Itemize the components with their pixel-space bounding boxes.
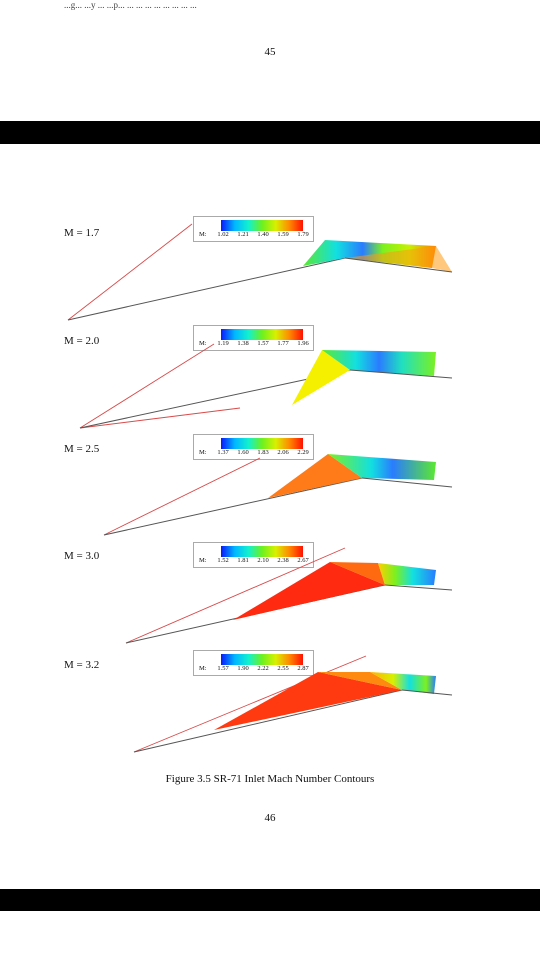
legend-1: M: 1.02 1.21 1.40 1.59 1.79 <box>193 216 314 242</box>
mach-label-5: M = 3.2 <box>64 659 100 671</box>
legend-tick: 1.21 <box>237 231 249 238</box>
legend-tick: 2.38 <box>277 557 289 564</box>
legend-tick: 1.52 <box>217 557 229 564</box>
legend-tick: 1.57 <box>217 665 229 672</box>
page-gap-top <box>0 121 540 144</box>
legend-4: M: 1.52 1.81 2.10 2.38 2.67 <box>193 542 314 568</box>
legend-tick: 2.10 <box>257 557 269 564</box>
legend-tick: 1.90 <box>237 665 249 672</box>
colorbar <box>221 654 303 665</box>
colorbar <box>221 220 303 231</box>
colorbar <box>221 546 303 557</box>
legend-tick: 1.96 <box>297 340 309 347</box>
legend-tick: 1.83 <box>257 449 269 456</box>
page-gap-bottom <box>0 889 540 911</box>
legend-tick: 1.57 <box>257 340 269 347</box>
legend-label: M: <box>199 449 207 456</box>
legend-3: M: 1.37 1.60 1.83 2.06 2.29 <box>193 434 314 460</box>
legend-2: M: 1.19 1.38 1.57 1.77 1.96 <box>193 325 314 351</box>
previous-page-number: 45 <box>264 46 276 58</box>
page-number: 46 <box>264 812 276 824</box>
previous-page-text: ...g... ...y ... ...p... ... ... ... ...… <box>64 0 197 10</box>
legend-label: M: <box>199 231 207 238</box>
legend-tick: 2.22 <box>257 665 269 672</box>
legend-tick: 2.29 <box>297 449 309 456</box>
mach-label-3: M = 2.5 <box>64 443 100 455</box>
legend-label: M: <box>199 340 207 347</box>
legend-tick: 1.77 <box>277 340 289 347</box>
mach-label-4: M = 3.0 <box>64 550 100 562</box>
colorbar <box>221 438 303 449</box>
legend-tick: 2.67 <box>297 557 309 564</box>
legend-5: M: 1.57 1.90 2.22 2.55 2.87 <box>193 650 314 676</box>
legend-tick: 1.40 <box>257 231 269 238</box>
figure-caption: Figure 3.5 SR-71 Inlet Mach Number Conto… <box>165 773 375 785</box>
legend-tick: 1.19 <box>217 340 229 347</box>
legend-tick: 1.37 <box>217 449 229 456</box>
legend-tick: 1.60 <box>237 449 249 456</box>
legend-label: M: <box>199 557 207 564</box>
legend-tick: 2.55 <box>277 665 289 672</box>
legend-tick: 1.59 <box>277 231 289 238</box>
legend-tick: 2.06 <box>277 449 289 456</box>
legend-label: M: <box>199 665 207 672</box>
colorbar <box>221 329 303 340</box>
legend-tick: 1.38 <box>237 340 249 347</box>
legend-tick: 1.79 <box>297 231 309 238</box>
legend-tick: 1.02 <box>217 231 229 238</box>
legend-tick: 2.87 <box>297 665 309 672</box>
mach-label-1: M = 1.7 <box>64 227 100 239</box>
mach-label-2: M = 2.0 <box>64 335 100 347</box>
legend-tick: 1.81 <box>237 557 249 564</box>
